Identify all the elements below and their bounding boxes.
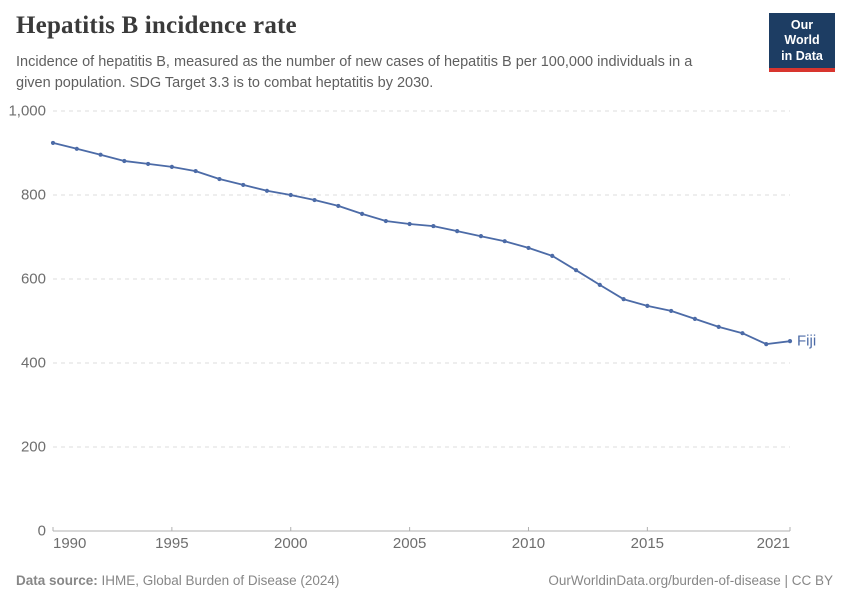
data-point [502, 239, 507, 244]
data-point [359, 211, 365, 216]
y-tick-label: 400 [21, 355, 46, 372]
data-point [787, 339, 793, 344]
chart-footer: Data source: IHME, Global Burden of Dise… [16, 573, 833, 588]
data-point [692, 316, 698, 321]
data-point [122, 158, 127, 164]
data-point [169, 164, 174, 169]
data-point [621, 297, 626, 302]
chart-title: Hepatitis B incidence rate [16, 12, 297, 39]
data-point [597, 282, 602, 287]
data-point [383, 218, 388, 224]
owid-logo[interactable]: Our World in Data [769, 13, 835, 72]
data-point [264, 188, 270, 193]
y-tick-label: 0 [38, 523, 46, 540]
data-point [740, 331, 745, 336]
x-tick-label: 2015 [631, 535, 664, 552]
footer-link[interactable]: OurWorldinData.org/burden-of-disease | C… [548, 573, 833, 588]
data-point [431, 223, 436, 229]
data-point [74, 146, 79, 151]
x-tick-label: 2000 [274, 535, 307, 552]
data-point [98, 152, 103, 157]
chart-canvas: 0 200 400 600 800 1,000 1990 1995 2000 2005 2010 20… [8, 103, 816, 553]
chart-subtitle: Incidence of hepatitis B, measured as th… [16, 54, 693, 91]
data-source-value: IHME, Global Burden of Disease (2024) [97, 573, 340, 588]
data-point [764, 342, 769, 347]
owid-logo-line1: Our World [784, 18, 820, 48]
y-tick-label: 200 [21, 439, 46, 456]
data-point [241, 182, 246, 188]
data-point [455, 229, 460, 234]
data-point [645, 303, 650, 308]
data-point [312, 197, 317, 203]
y-tick-label: 1,000 [8, 103, 46, 120]
x-tick-label: 2021 [757, 535, 790, 552]
y-tick-label: 600 [21, 271, 46, 288]
data-point [716, 324, 721, 329]
data-point [526, 245, 531, 251]
x-tick-label: 1995 [155, 535, 188, 552]
data-point [336, 203, 341, 209]
x-tick-label: 2005 [393, 535, 426, 552]
data-point [478, 234, 484, 239]
footer-source: Data source: IHME, Global Burden of Dise… [16, 573, 339, 588]
data-point [145, 161, 151, 167]
series-end-label: Fiji [797, 333, 816, 350]
data-point [550, 253, 555, 258]
data-point [669, 308, 674, 314]
owid-logo-line2: in Data [781, 48, 823, 63]
data-point [50, 140, 56, 146]
x-tick-label: 1990 [53, 535, 86, 552]
y-tick-label: 800 [21, 187, 46, 204]
x-tick-label: 2010 [512, 535, 545, 552]
data-line [52, 142, 791, 346]
data-point [217, 176, 222, 182]
data-point [193, 168, 198, 174]
data-point [288, 192, 293, 198]
data-point [573, 268, 579, 273]
data-point [407, 221, 412, 227]
data-source-label: Data source: [16, 573, 98, 588]
